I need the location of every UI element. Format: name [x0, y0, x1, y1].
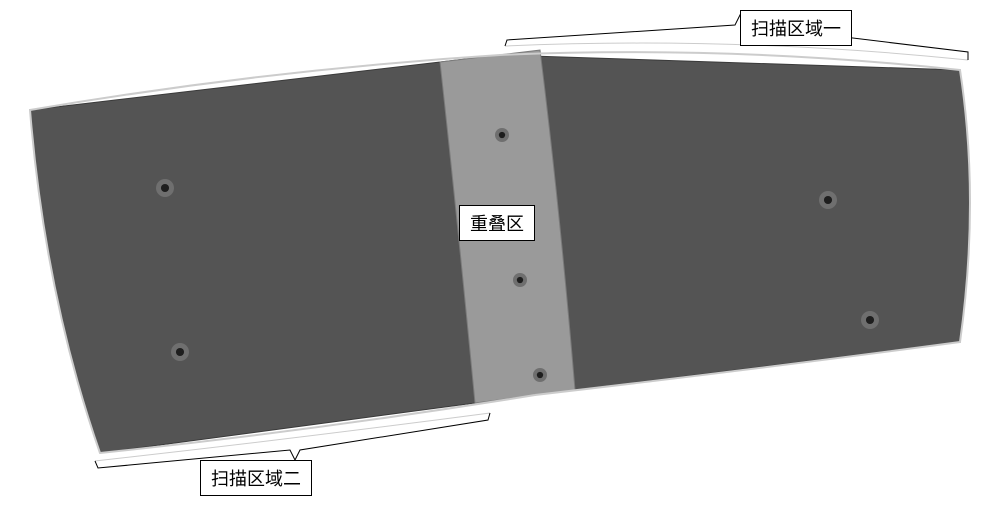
hole-core [176, 348, 184, 356]
hole-core [537, 372, 543, 378]
label-overlap-region: 重叠区 [459, 205, 535, 241]
diagram-canvas: 扫描区域一 重叠区 扫描区域二 [0, 0, 1000, 507]
label-scan-region-two: 扫描区域二 [200, 460, 312, 496]
hole-core [866, 316, 874, 324]
label-text: 重叠区 [470, 214, 524, 234]
diagram-svg [0, 0, 1000, 507]
hole-core [824, 196, 832, 204]
label-text: 扫描区域一 [751, 19, 841, 39]
label-text: 扫描区域二 [211, 469, 301, 489]
label-scan-region-one: 扫描区域一 [740, 10, 852, 46]
hole-core [499, 132, 505, 138]
hole-core [161, 184, 169, 192]
hole-core [517, 277, 523, 283]
